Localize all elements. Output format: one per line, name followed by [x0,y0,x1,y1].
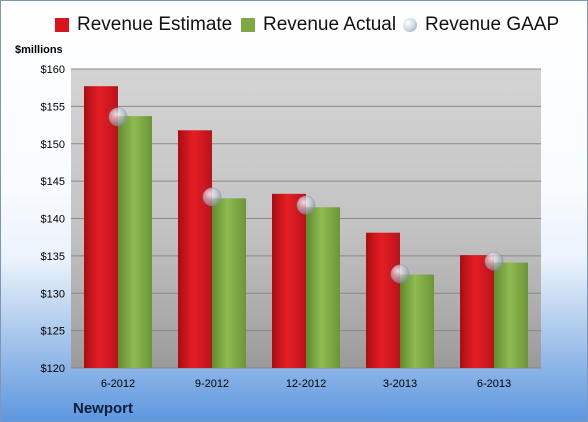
legend-item-gaap: Revenue GAAP [403,13,559,37]
bar-revenue-estimate [366,232,400,368]
gaap-markers [108,107,504,284]
marker-revenue-gaap [108,107,128,127]
y-tick-label: $145 [41,176,65,188]
y-tick-label: $135 [41,251,65,263]
marker-revenue-gaap [202,187,222,207]
marker-revenue-gaap [390,264,410,284]
bar-revenue-estimate [178,130,212,368]
marker-revenue-gaap [296,195,316,215]
legend-label-actual: Revenue Actual [263,14,397,35]
x-tick-label: 6-2012 [101,378,135,390]
bar-revenue-actual [494,262,528,368]
legend-label-gaap: Revenue GAAP [425,14,560,35]
bar-revenue-actual [306,207,340,368]
y-tick-label: $130 [41,288,65,300]
bar-revenue-estimate [460,255,494,368]
y-tick-label: $160 [41,64,65,76]
x-tick-label: 3-2013 [383,378,417,390]
legend-swatch-estimate [55,18,69,32]
y-tick-label: $125 [41,326,65,338]
legend-marker-gaap [403,18,417,32]
legend-swatch-actual [241,18,255,32]
marker-revenue-gaap [484,251,504,271]
bar-revenue-actual [118,116,152,368]
y-tick-label: $150 [41,139,65,151]
y-axis-unit-label: $millions [15,44,63,56]
bar-revenue-actual [400,274,434,368]
bars [84,86,528,368]
legend: Revenue Estimate Revenue Actual Revenue … [1,1,587,41]
legend-item-actual: Revenue Actual [241,13,396,37]
bar-revenue-actual [212,198,246,368]
x-axis-ticks: 6-2012 9-2012 12-2012 3-2013 6-2013 [101,378,511,390]
legend-label-estimate: Revenue Estimate [77,14,233,35]
legend-item-estimate: Revenue Estimate [55,13,232,37]
y-tick-label: $120 [41,363,65,375]
y-axis-ticks: $120 $125 $130 $135 $140 $145 $150 $155 $160 [41,64,65,375]
x-tick-label: 9-2012 [195,378,229,390]
x-tick-label: 6-2013 [477,378,511,390]
bar-revenue-estimate [84,86,118,368]
y-tick-label: $155 [41,101,65,113]
y-tick-label: $140 [41,214,65,226]
x-tick-label: 12-2012 [286,378,326,390]
bar-revenue-estimate [272,193,306,368]
company-name: Newport [73,400,133,417]
